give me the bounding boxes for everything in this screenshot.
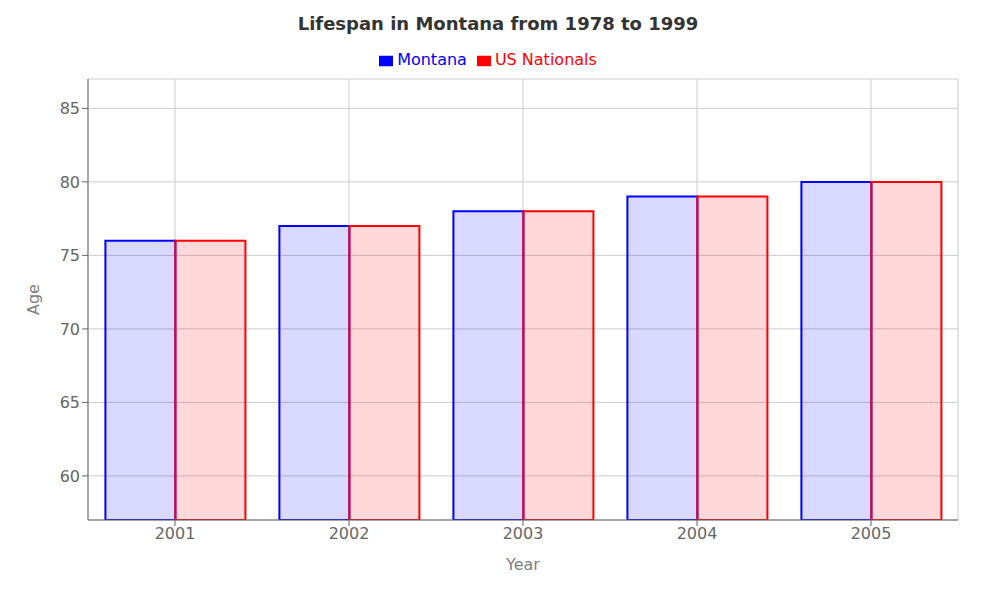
html-text:US Nationals: US Nationals	[494, 50, 597, 69]
svg-text:2002: 2002	[329, 524, 370, 543]
svg-text:Age: Age	[24, 284, 43, 315]
svg-text:80: 80	[60, 173, 80, 192]
svg-text:60: 60	[60, 467, 80, 486]
svg-text:Year: Year	[505, 555, 540, 574]
html-text:Montana: Montana	[397, 50, 467, 69]
svg-text:70: 70	[60, 320, 80, 339]
svg-text:2001: 2001	[155, 524, 196, 543]
svg-text:2004: 2004	[677, 524, 718, 543]
svg-text:65: 65	[60, 393, 80, 412]
html-text:Lifespan in Montana from 1978: Lifespan in Montana from 1978 to 1999	[297, 13, 699, 34]
svg-text:2005: 2005	[851, 524, 892, 543]
svg-text:2003: 2003	[503, 524, 544, 543]
svg-text:85: 85	[60, 99, 80, 118]
svg-text:75: 75	[60, 246, 80, 265]
